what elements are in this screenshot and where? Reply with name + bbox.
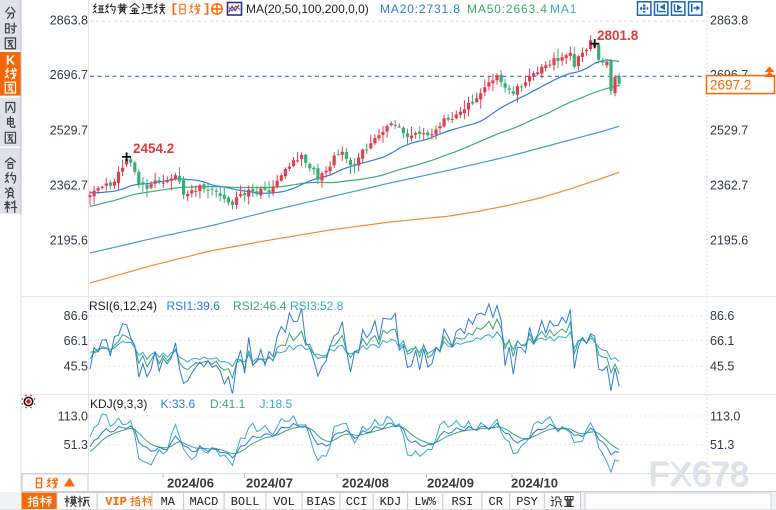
- svg-text:MA1: MA1: [550, 2, 577, 16]
- svg-text:RSI: RSI: [452, 495, 474, 509]
- svg-text:RSI1:39.6: RSI1:39.6: [167, 299, 221, 313]
- svg-text:MA(20,50,100,200,0,0): MA(20,50,100,200,0,0): [246, 2, 369, 16]
- svg-text:2801.8: 2801.8: [597, 28, 639, 43]
- svg-text:51.3: 51.3: [64, 438, 88, 452]
- svg-text:LW%: LW%: [414, 495, 436, 509]
- svg-text:KDJ: KDJ: [380, 495, 402, 509]
- svg-text:KDJ(9,3,3): KDJ(9,3,3): [90, 397, 147, 411]
- svg-text:VIP: VIP: [105, 495, 127, 509]
- svg-text:2024/10: 2024/10: [511, 476, 558, 491]
- svg-text:2529.7: 2529.7: [710, 124, 748, 138]
- svg-text:K: K: [6, 54, 15, 68]
- svg-text:2024/09: 2024/09: [427, 476, 474, 491]
- svg-text:2195.6: 2195.6: [50, 234, 88, 248]
- svg-text:BOLL: BOLL: [231, 495, 260, 509]
- svg-text:2697.2: 2697.2: [710, 78, 751, 93]
- svg-text:86.6: 86.6: [710, 309, 734, 323]
- svg-text:RSI3:52.8: RSI3:52.8: [290, 299, 344, 313]
- svg-text:2024/06: 2024/06: [167, 476, 214, 491]
- svg-text:66.1: 66.1: [64, 334, 88, 348]
- svg-text:VOL: VOL: [273, 495, 295, 509]
- svg-text:FX678: FX678: [648, 455, 748, 493]
- svg-text:RSI(6,12,24): RSI(6,12,24): [89, 299, 157, 313]
- svg-text:45.5: 45.5: [710, 360, 734, 374]
- svg-text:2863.8: 2863.8: [710, 14, 748, 28]
- svg-text:MA: MA: [161, 495, 176, 509]
- svg-text:BIAS: BIAS: [307, 495, 336, 509]
- svg-text:2529.7: 2529.7: [50, 124, 88, 138]
- svg-text:2195.6: 2195.6: [710, 234, 748, 248]
- svg-text:86.6: 86.6: [64, 309, 88, 323]
- svg-text:2696.7: 2696.7: [50, 68, 88, 82]
- svg-text:RSI2:46.4: RSI2:46.4: [233, 299, 287, 313]
- svg-text:51.3: 51.3: [710, 438, 734, 452]
- svg-text:D:41.1: D:41.1: [210, 397, 246, 411]
- svg-text:2024/08: 2024/08: [342, 476, 389, 491]
- svg-text:J:18.5: J:18.5: [260, 397, 293, 411]
- svg-text:2863.8: 2863.8: [50, 14, 88, 28]
- svg-text:MA20:2731.8: MA20:2731.8: [380, 2, 461, 16]
- svg-text:45.5: 45.5: [64, 360, 88, 374]
- svg-text:2024/07: 2024/07: [246, 476, 293, 491]
- svg-text:2362.7: 2362.7: [710, 179, 748, 193]
- svg-text:66.1: 66.1: [710, 334, 734, 348]
- svg-text:113.0: 113.0: [710, 410, 740, 424]
- svg-text:K:33.6: K:33.6: [161, 397, 196, 411]
- svg-text:CCI: CCI: [346, 495, 368, 509]
- svg-text:CR: CR: [489, 495, 503, 509]
- svg-text:PSY: PSY: [516, 495, 538, 509]
- svg-text:FX678: FX678: [650, 457, 750, 495]
- svg-text:2454.2: 2454.2: [133, 141, 174, 156]
- svg-text:MA50:2663.4: MA50:2663.4: [467, 2, 548, 16]
- svg-text:MACD: MACD: [189, 495, 218, 509]
- svg-text:2362.7: 2362.7: [50, 179, 88, 193]
- svg-text:113.0: 113.0: [58, 410, 88, 424]
